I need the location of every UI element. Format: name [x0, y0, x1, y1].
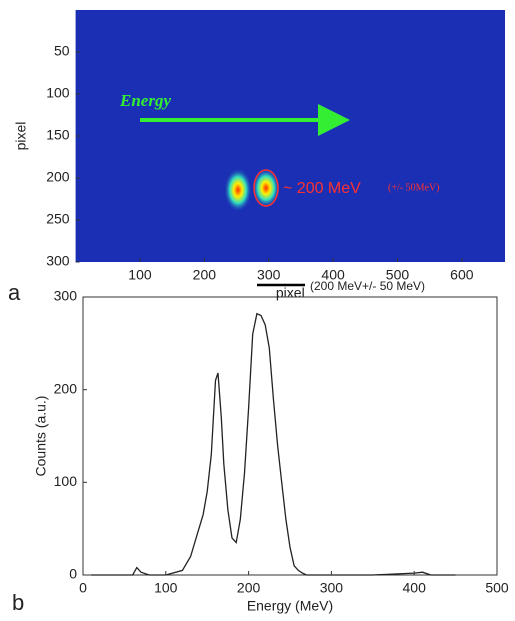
x-tick-label: 400 — [403, 580, 427, 596]
y-axis-label: pixel — [13, 122, 29, 151]
energy-label: Energy — [119, 91, 171, 110]
x-tick-label: 200 — [237, 580, 261, 596]
plot-frame — [82, 296, 498, 576]
x-tick-label: 400 — [321, 267, 345, 283]
y-tick-label: 300 — [46, 253, 70, 269]
y-tick-label: 300 — [54, 288, 78, 304]
x-tick-label: 600 — [450, 267, 474, 283]
panel-label: b — [12, 590, 24, 615]
x-tick-label: 300 — [257, 267, 281, 283]
x-tick-label: 100 — [128, 267, 152, 283]
spectrum-line — [91, 312, 456, 576]
x-tick-label: 300 — [320, 580, 344, 596]
peak-label: ~ 200 MeV — [283, 180, 361, 197]
y-tick-label: 200 — [54, 380, 78, 396]
y-tick-label: 250 — [46, 211, 70, 227]
y-tick-label: 0 — [69, 566, 77, 582]
x-axis-label: Energy (MeV) — [247, 598, 333, 614]
panel-label: a — [8, 280, 21, 305]
x-tick-label: 0 — [79, 580, 87, 596]
annotation-text: (200 MeV+/- 50 MeV) — [310, 279, 425, 293]
x-tick-label: 200 — [193, 267, 217, 283]
y-tick-label: 50 — [54, 43, 70, 59]
x-tick-label: 100 — [154, 580, 178, 596]
hot-spot — [252, 168, 280, 208]
highlight-ring — [253, 169, 279, 207]
y-tick-label: 200 — [46, 169, 70, 185]
y-axis-label: Counts (a.u.) — [33, 396, 49, 477]
y-tick-label: 150 — [46, 127, 70, 143]
x-tick-label: 500 — [386, 267, 410, 283]
x-axis-label: pixel — [276, 285, 305, 301]
y-tick-label: 100 — [54, 473, 78, 489]
spread-label: (+/- 50MeV) — [388, 182, 439, 193]
image-background — [75, 10, 505, 262]
x-tick-label: 500 — [485, 580, 509, 596]
y-tick-label: 100 — [46, 85, 70, 101]
hot-spot — [224, 168, 252, 212]
